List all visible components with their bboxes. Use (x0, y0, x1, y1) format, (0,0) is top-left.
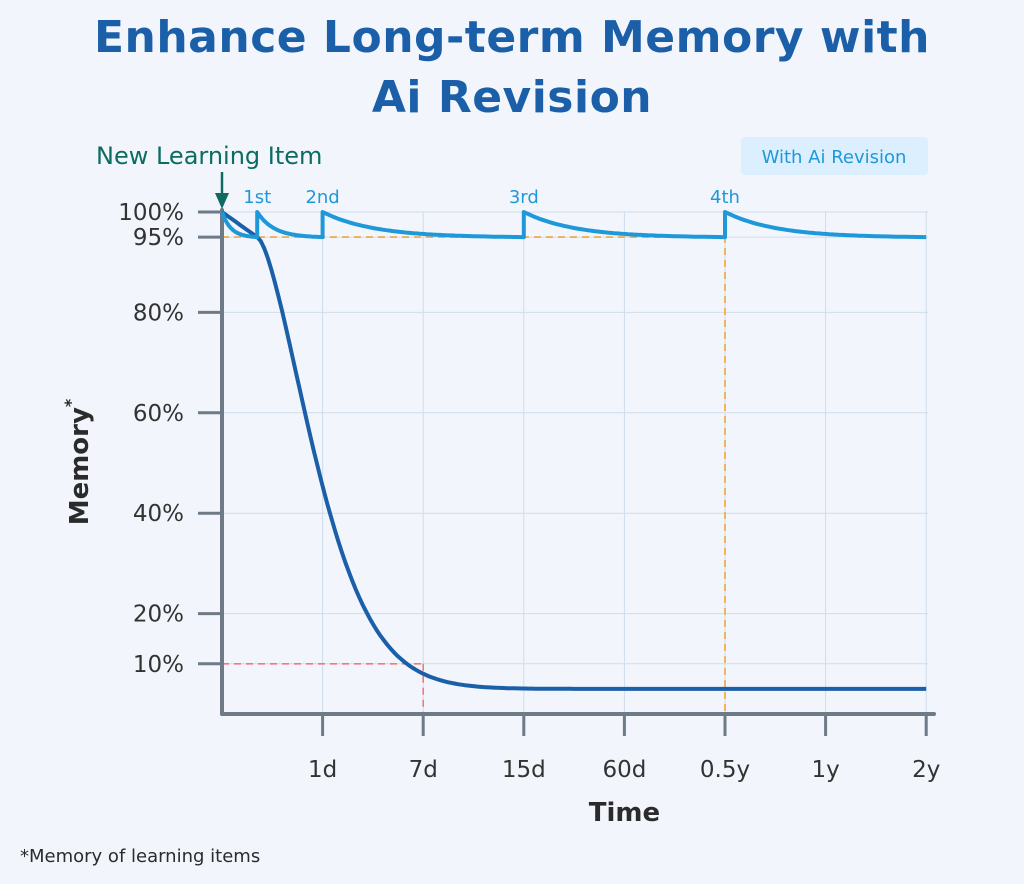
revision-label: 2nd (305, 187, 339, 208)
x-tick-label: 7d (409, 757, 438, 783)
title-line-2: Ai Revision (371, 72, 653, 123)
x-tick-label: 60d (602, 757, 646, 783)
x-tick-label: 1y (811, 757, 839, 783)
legend-label: With Ai Revision (762, 147, 907, 168)
revision-curve-line (220, 210, 927, 240)
y-tick-label: 40% (133, 501, 184, 527)
y-tick-label: 100% (118, 200, 184, 226)
x-tick-label: 2y (912, 757, 940, 783)
y-axis-title: Memory* (61, 398, 95, 525)
revision-label: 3rd (509, 187, 539, 208)
x-tick-label: 0.5y (700, 757, 750, 783)
revision-label: 4th (710, 187, 740, 208)
footnote: *Memory of learning items (20, 846, 261, 867)
y-axis-title-asterisk: * (61, 398, 80, 407)
y-tick-label: 60% (133, 401, 184, 427)
y-tick-label: 80% (133, 300, 184, 326)
legend-box (741, 137, 928, 175)
x-tick-label: 15d (502, 757, 546, 783)
x-tick-label: 1d (308, 757, 337, 783)
forgetting-curve-line (220, 210, 927, 691)
y-tick-label: 95% (133, 225, 184, 251)
y-tick-label: 10% (133, 652, 184, 678)
revision-label: 1st (243, 187, 271, 208)
y-tick-label: 20% (133, 602, 184, 628)
x-axis-title: Time (589, 798, 660, 828)
new-learning-item-label: New Learning Item (96, 142, 322, 170)
chart-title: Enhance Long-term Memory with Ai Revisio… (0, 8, 1024, 128)
title-line-1: Enhance Long-term Memory with (93, 12, 931, 63)
new-learning-item-arrow-head (215, 193, 229, 209)
